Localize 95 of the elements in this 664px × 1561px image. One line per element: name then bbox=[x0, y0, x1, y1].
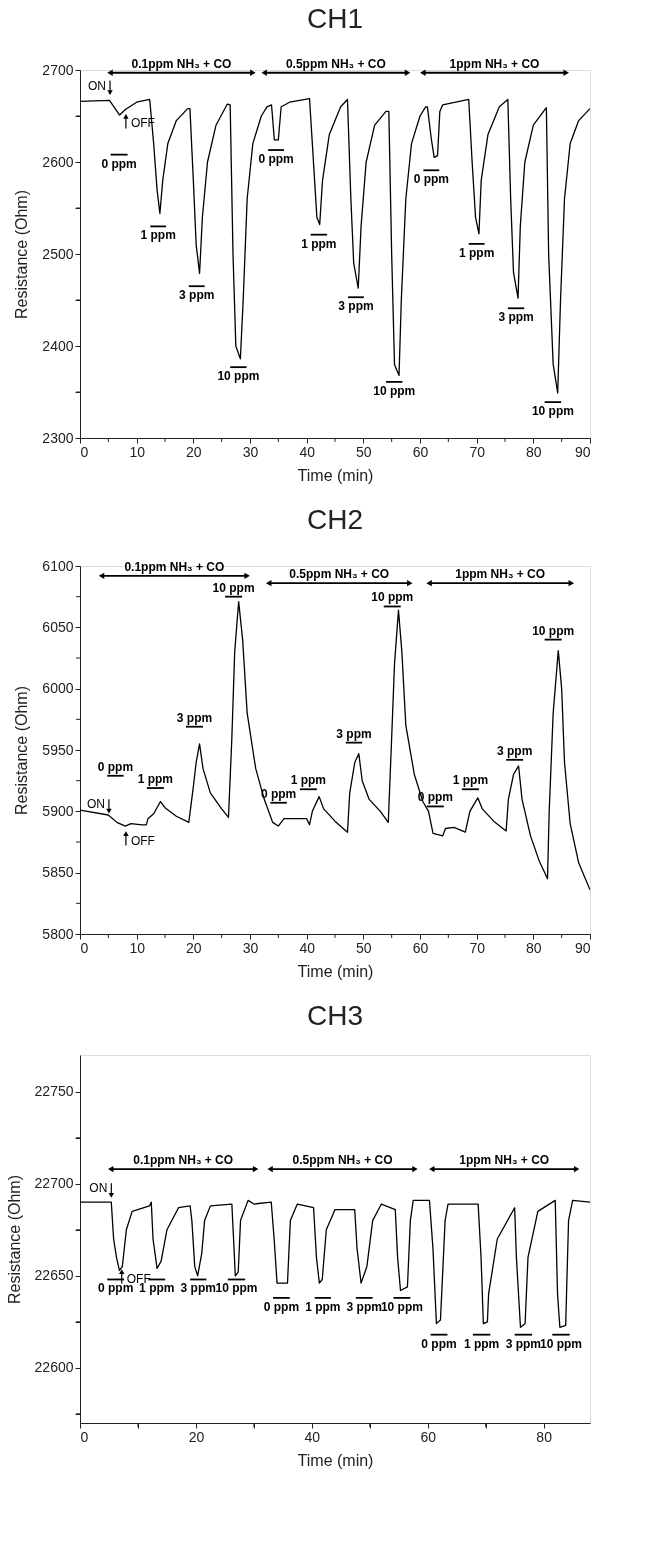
x-tick-label: 10 bbox=[129, 939, 146, 956]
series-label: 10 ppm bbox=[215, 1281, 258, 1296]
x-tick-label: 40 bbox=[299, 443, 316, 460]
series-label: 10 ppm bbox=[217, 369, 260, 384]
chart-title: CH2 bbox=[306, 504, 364, 535]
series-label: 0 ppm bbox=[97, 759, 134, 774]
y-tick-label: 22750 bbox=[34, 1083, 74, 1100]
series-label: 3 ppm bbox=[498, 310, 534, 325]
y-axis-title: Resistance (Ohm) bbox=[13, 190, 31, 319]
series-label: 0.1ppm NH₃ + CO bbox=[131, 56, 232, 71]
series-label: 1 ppm bbox=[463, 1336, 500, 1351]
y-axis-title: Resistance (Ohm) bbox=[13, 686, 31, 815]
x-tick-label: 80 bbox=[536, 1428, 553, 1445]
series-label: 3 ppm bbox=[338, 299, 374, 314]
x-tick-label: 60 bbox=[420, 1428, 437, 1445]
series-label: 3 ppm bbox=[176, 710, 213, 725]
series-label: 1 ppm bbox=[290, 773, 327, 788]
x-tick-label: 10 bbox=[129, 443, 146, 460]
x-tick-label: 40 bbox=[299, 939, 316, 956]
y-tick-label: 5950 bbox=[42, 741, 74, 758]
series-label: 0 ppm bbox=[101, 156, 137, 171]
y-tick-label: 2400 bbox=[42, 337, 74, 354]
series-label: 0 ppm bbox=[413, 172, 450, 187]
series-label: 10 ppm bbox=[212, 580, 255, 595]
x-tick-label: 20 bbox=[186, 443, 202, 460]
series-label: 3 ppm bbox=[346, 1299, 382, 1314]
series-label: 0 ppm bbox=[258, 152, 294, 167]
y-tick-label: 2600 bbox=[42, 153, 74, 170]
x-tick-label: 70 bbox=[469, 939, 486, 956]
x-tick-label: 0 bbox=[80, 443, 89, 460]
y-tick-label: 6050 bbox=[42, 618, 74, 635]
y-tick-label: 2300 bbox=[42, 429, 74, 446]
x-tick-label: 70 bbox=[469, 443, 486, 460]
series-label: 10 ppm bbox=[373, 383, 416, 398]
x-tick-label: 20 bbox=[186, 939, 202, 956]
series-label: 1 ppm bbox=[301, 236, 337, 251]
series-label: 0.5ppm NH₃ + CO bbox=[285, 56, 386, 71]
annotation: ON bbox=[88, 78, 107, 93]
series-label: 0 ppm bbox=[263, 1299, 300, 1314]
x-tick-label: 90 bbox=[574, 939, 591, 956]
annotation: ON bbox=[89, 1181, 108, 1196]
y-tick-label: 5800 bbox=[42, 925, 74, 942]
x-tick-label: 60 bbox=[412, 939, 429, 956]
x-tick-label: 30 bbox=[242, 443, 259, 460]
series-label: 0.1ppm NH₃ + CO bbox=[133, 1153, 234, 1168]
y-tick-label: 22650 bbox=[34, 1267, 74, 1284]
x-tick-label: 80 bbox=[526, 939, 542, 956]
y-tick-label: 6000 bbox=[42, 680, 74, 697]
y-axis-title: Resistance (Ohm) bbox=[5, 1175, 23, 1304]
x-tick-label: 50 bbox=[356, 443, 372, 460]
series-label: 1 ppm bbox=[137, 772, 174, 787]
series-label: 0.5ppm NH₃ + CO bbox=[292, 1153, 393, 1168]
series-label: 3 ppm bbox=[336, 726, 372, 741]
x-tick-label: 50 bbox=[356, 939, 372, 956]
series-label: 1ppm NH₃ + CO bbox=[449, 56, 540, 71]
y-tick-label: 2700 bbox=[42, 61, 74, 78]
x-tick-label: 80 bbox=[526, 443, 542, 460]
x-axis-title: Time (min) bbox=[297, 962, 374, 980]
series-label: 3 ppm bbox=[496, 743, 533, 758]
series-label: 1 ppm bbox=[305, 1299, 341, 1314]
x-tick-label: 60 bbox=[412, 443, 429, 460]
y-tick-label: 2500 bbox=[42, 245, 74, 262]
y-tick-label: 22600 bbox=[34, 1359, 74, 1376]
series-label: 10 ppm bbox=[371, 590, 414, 605]
chart-title: CH3 bbox=[306, 1000, 364, 1031]
chart-title: CH1 bbox=[306, 2, 364, 34]
series-label: 0.1ppm NH₃ + CO bbox=[124, 559, 225, 574]
x-axis-title: Time (min) bbox=[297, 1451, 374, 1469]
y-tick-label: 5900 bbox=[42, 802, 74, 819]
x-tick-label: 30 bbox=[242, 939, 259, 956]
annotation: OFF bbox=[130, 833, 155, 848]
x-tick-label: 0 bbox=[80, 1428, 89, 1445]
y-tick-label: 5850 bbox=[42, 864, 74, 881]
series-label: 3 ppm bbox=[179, 288, 215, 303]
x-tick-label: 20 bbox=[188, 1428, 205, 1445]
series-label: 1ppm NH₃ + CO bbox=[455, 567, 546, 582]
y-tick-label: 6100 bbox=[42, 557, 74, 574]
series-label: 3 ppm bbox=[505, 1336, 542, 1351]
x-tick-label: 90 bbox=[574, 443, 591, 460]
series-label: 0 ppm bbox=[421, 1336, 457, 1351]
x-tick-label: 0 bbox=[80, 939, 89, 956]
x-tick-label: 40 bbox=[304, 1428, 321, 1445]
y-tick-label: 22700 bbox=[34, 1175, 74, 1192]
series-label: 1 ppm bbox=[458, 245, 495, 260]
series-label: 10 ppm bbox=[531, 404, 574, 419]
series-label: 10 ppm bbox=[380, 1299, 423, 1314]
series-label: 1 ppm bbox=[452, 773, 489, 788]
series-label: 10 ppm bbox=[532, 623, 575, 638]
series-label: 1 ppm bbox=[140, 228, 176, 243]
series-label: 3 ppm bbox=[180, 1281, 216, 1296]
series-label: 1ppm NH₃ + CO bbox=[459, 1153, 550, 1168]
series-label: 10 ppm bbox=[540, 1336, 583, 1351]
x-axis-title: Time (min) bbox=[297, 466, 374, 484]
series-label: 0.5ppm NH₃ + CO bbox=[289, 567, 390, 582]
annotation: ON bbox=[86, 797, 105, 812]
